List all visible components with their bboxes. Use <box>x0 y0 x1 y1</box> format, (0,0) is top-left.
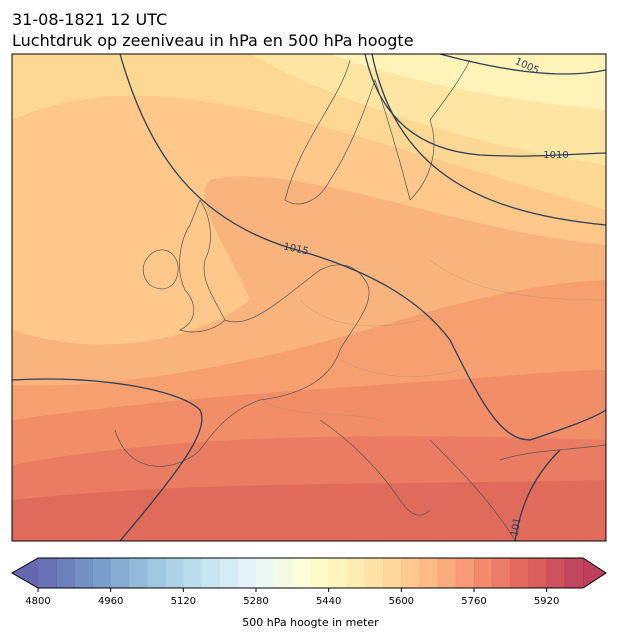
contour-label: 1010 <box>543 150 568 161</box>
colorbar-outline <box>10 557 607 589</box>
colorbar-tick-label: 5600 <box>389 596 414 607</box>
colorbar-segment <box>292 558 311 588</box>
colorbar-tick-label: 4800 <box>25 596 50 607</box>
colorbar-extend <box>583 558 606 588</box>
colorbar-segment <box>455 558 475 588</box>
colorbar-segment <box>383 558 402 588</box>
map: 1005 1010 1015 101 <box>12 54 606 541</box>
colorbar-segment <box>492 558 511 588</box>
isobar <box>12 378 203 541</box>
colorbar-segment <box>92 558 111 588</box>
colorbar-segment <box>474 558 493 588</box>
subtitle: Luchtdruk op zeeniveau in hPa en 500 hPa… <box>12 31 414 50</box>
colorbar-segment <box>201 558 220 588</box>
height-band <box>12 480 606 541</box>
contour-label: 101 <box>509 517 523 538</box>
colorbar-segment <box>419 558 438 588</box>
colorbar-segment <box>74 558 93 588</box>
coastline <box>142 249 179 290</box>
coastline <box>319 419 606 541</box>
colorbar-tick-label: 5760 <box>461 596 486 607</box>
colorbar-segment <box>256 558 275 588</box>
colorbar-segment <box>110 558 130 588</box>
colorbar-tick-label: 4960 <box>98 596 123 607</box>
isobar <box>119 54 606 441</box>
isobar <box>514 449 561 541</box>
colorbar-extend <box>12 558 38 588</box>
colorbar-segment <box>56 558 75 588</box>
colorbar-segment <box>310 558 329 588</box>
title: 31-08-1821 12 UTC <box>12 10 167 29</box>
isobar <box>364 54 606 157</box>
colorbar-tick-label: 5280 <box>243 596 268 607</box>
coastline <box>114 264 370 467</box>
colorbar-tick-label: 5120 <box>171 596 196 607</box>
colorbar-segment <box>365 558 384 588</box>
colorbar-segment <box>38 558 57 588</box>
colorbar-tick-label: 5440 <box>316 596 341 607</box>
coastline <box>179 199 226 333</box>
isobar <box>371 54 606 226</box>
map-frame <box>11 53 607 542</box>
colorbar-segment <box>510 558 529 588</box>
border <box>259 259 606 421</box>
colorbar-segment <box>165 558 184 588</box>
colorbar-segment <box>346 558 366 588</box>
colorbar-segment <box>274 558 293 588</box>
colorbar-label: 500 hPa hoogte in meter <box>242 616 379 629</box>
colorbar: 4800 4960 5120 5280 5440 5600 5760 5920 500 hPa … <box>10 557 607 629</box>
colorbar-segment <box>237 558 257 588</box>
colorbar-segment <box>128 558 148 588</box>
colorbar-tick-label: 5920 <box>534 596 559 607</box>
colorbar-segment <box>546 558 566 588</box>
colorbar-segment <box>401 558 420 588</box>
colorbar-segment <box>147 558 166 588</box>
colorbar-segment <box>183 558 202 588</box>
colorbar-segment <box>528 558 547 588</box>
contour-label: 1015 <box>282 241 309 257</box>
colorbar-segment <box>219 558 239 588</box>
colorbar-segment <box>437 558 457 588</box>
colorbar-segment <box>564 558 584 588</box>
coastline <box>284 59 471 205</box>
colorbar-segment <box>328 558 348 588</box>
isobar <box>439 54 606 75</box>
